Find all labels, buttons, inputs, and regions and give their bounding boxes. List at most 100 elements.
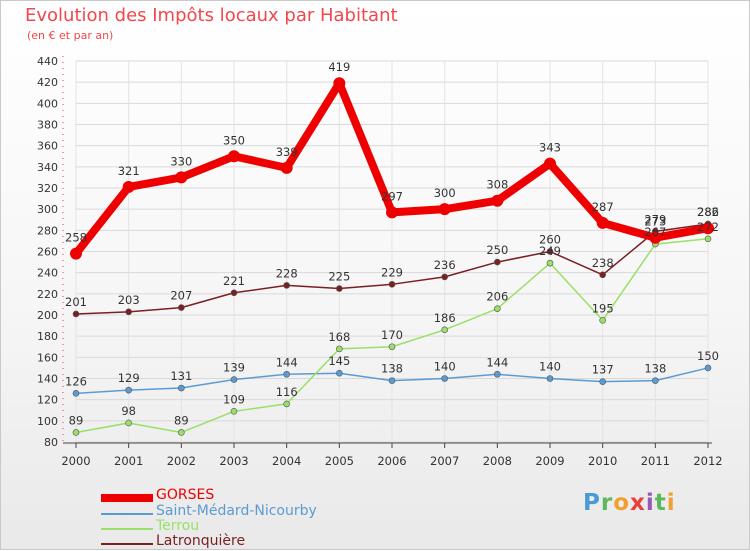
y-tick-label: 200 bbox=[37, 309, 58, 322]
data-label: 140 bbox=[539, 360, 561, 374]
data-point bbox=[596, 216, 609, 229]
y-tick-label: 380 bbox=[37, 119, 58, 132]
y-tick-label: 120 bbox=[37, 394, 58, 407]
data-point bbox=[125, 386, 132, 394]
data-point bbox=[652, 377, 659, 384]
data-label: 308 bbox=[486, 178, 508, 192]
proxiti-logo: Proxiti bbox=[583, 490, 676, 516]
data-label: 195 bbox=[592, 301, 614, 315]
data-label: 137 bbox=[592, 363, 614, 377]
y-tick-label: 300 bbox=[37, 203, 58, 216]
data-point bbox=[333, 77, 346, 90]
y-tick-label: 180 bbox=[37, 330, 58, 343]
data-label: 339 bbox=[276, 145, 298, 159]
data-point bbox=[122, 180, 135, 193]
y-tick-label: 140 bbox=[37, 373, 58, 386]
data-point bbox=[704, 235, 712, 243]
data-label: 109 bbox=[223, 392, 245, 406]
data-point bbox=[438, 203, 451, 216]
y-tick-label: 320 bbox=[37, 182, 58, 195]
data-label: 238 bbox=[592, 256, 614, 270]
data-point bbox=[283, 282, 290, 289]
data-point bbox=[72, 429, 80, 436]
data-label: 286 bbox=[697, 205, 719, 219]
data-label: 297 bbox=[381, 189, 403, 203]
data-point bbox=[491, 194, 504, 207]
x-tick-label: 2008 bbox=[483, 454, 512, 468]
data-label: 129 bbox=[118, 371, 140, 385]
logo-letter: P bbox=[583, 490, 601, 516]
x-tick-label: 2002 bbox=[167, 454, 196, 468]
data-label: 250 bbox=[486, 243, 508, 257]
data-point bbox=[494, 305, 501, 312]
data-point bbox=[599, 316, 606, 324]
data-point bbox=[494, 370, 501, 378]
data-label: 258 bbox=[65, 231, 87, 245]
data-point bbox=[283, 370, 290, 378]
y-tick-label: 80 bbox=[44, 436, 58, 449]
data-label: 225 bbox=[328, 270, 350, 284]
data-point bbox=[70, 247, 82, 260]
chart-title: Evolution des Impôts locaux par Habitant bbox=[25, 5, 398, 26]
x-tick-label: 2007 bbox=[430, 454, 459, 468]
data-label: 300 bbox=[434, 186, 456, 200]
data-point bbox=[546, 375, 554, 382]
data-point bbox=[72, 390, 80, 397]
logo-letter: i bbox=[645, 490, 655, 516]
data-point bbox=[388, 343, 396, 351]
data-label: 116 bbox=[276, 385, 298, 399]
data-point bbox=[336, 369, 343, 377]
data-point bbox=[72, 310, 80, 318]
logo-letter: o bbox=[613, 490, 631, 516]
x-tick-label: 2009 bbox=[535, 454, 564, 468]
legend-swatch bbox=[101, 494, 153, 502]
logo-letter: r bbox=[600, 490, 614, 516]
data-point bbox=[388, 377, 396, 384]
data-point bbox=[544, 157, 556, 170]
x-tick-label: 2003 bbox=[219, 454, 248, 468]
data-label: 138 bbox=[644, 362, 666, 376]
data-point bbox=[175, 171, 188, 184]
data-point bbox=[599, 271, 606, 279]
data-point bbox=[178, 304, 185, 311]
data-point bbox=[178, 429, 185, 436]
data-label: 343 bbox=[539, 141, 561, 155]
data-label: 282 bbox=[697, 205, 719, 219]
data-point bbox=[702, 222, 714, 235]
data-point bbox=[388, 281, 396, 288]
y-tick-label: 100 bbox=[37, 415, 58, 428]
data-label: 131 bbox=[170, 369, 192, 383]
y-tick-label: 400 bbox=[37, 97, 58, 110]
data-label: 260 bbox=[539, 233, 561, 247]
logo-letter: x bbox=[630, 490, 646, 516]
data-point bbox=[230, 408, 238, 415]
logo-letter: i bbox=[666, 490, 676, 516]
data-label: 350 bbox=[223, 133, 245, 147]
y-tick-label: 260 bbox=[37, 246, 58, 259]
data-point bbox=[441, 326, 448, 334]
y-tick-label: 240 bbox=[37, 267, 58, 280]
x-tick-label: 2012 bbox=[693, 454, 722, 468]
data-label: 201 bbox=[65, 295, 87, 309]
data-label: 229 bbox=[381, 265, 403, 279]
data-point bbox=[125, 308, 132, 316]
legend-swatch bbox=[101, 528, 153, 530]
y-tick-label: 420 bbox=[37, 76, 58, 89]
data-label: 419 bbox=[328, 60, 350, 74]
data-label: 98 bbox=[121, 404, 136, 418]
data-label: 168 bbox=[328, 330, 350, 344]
data-label: 221 bbox=[223, 274, 245, 288]
data-label: 140 bbox=[434, 360, 456, 374]
x-tick-label: 2010 bbox=[588, 454, 617, 468]
data-point bbox=[649, 231, 662, 244]
data-point bbox=[125, 419, 132, 427]
data-point bbox=[704, 364, 712, 372]
data-label: 170 bbox=[381, 328, 403, 342]
data-point bbox=[546, 248, 554, 255]
legend-label: Latronquière bbox=[156, 533, 246, 549]
y-tick-label: 340 bbox=[37, 161, 58, 174]
data-label: 279 bbox=[644, 212, 666, 226]
data-point bbox=[441, 375, 448, 382]
